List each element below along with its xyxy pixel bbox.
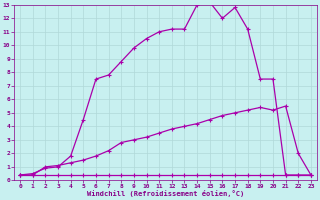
X-axis label: Windchill (Refroidissement éolien,°C): Windchill (Refroidissement éolien,°C) [87, 190, 244, 197]
